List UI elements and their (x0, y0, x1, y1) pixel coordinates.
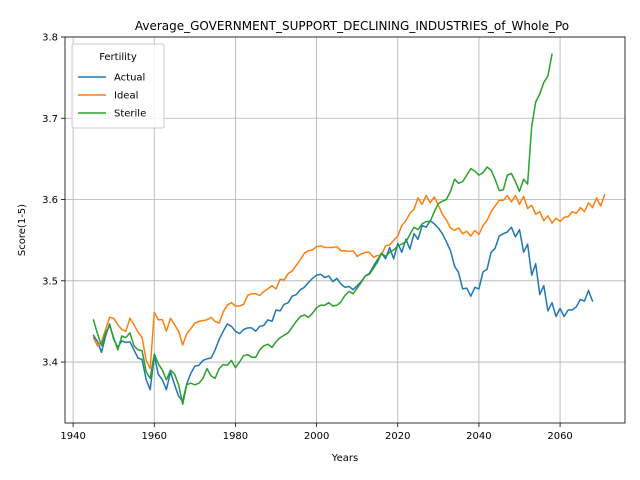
series-line-ideal (92, 193, 606, 370)
y-tick-label: 3.8 (42, 33, 58, 44)
legend-label-ideal: Ideal (114, 91, 138, 102)
legend-label-sterile: Sterile (114, 109, 146, 120)
y-tick-label: 3.5 (42, 276, 58, 287)
x-tick-label: 2020 (385, 431, 410, 442)
y-axis-label: Score(1-5) (17, 204, 28, 256)
legend-label-actual: Actual (114, 73, 145, 84)
legend-title: Fertility (99, 52, 137, 63)
y-tick-label: 3.4 (42, 358, 58, 369)
y-tick-label: 3.7 (42, 114, 58, 125)
x-tick-label: 2060 (547, 431, 572, 442)
x-tick-label: 1960 (142, 431, 167, 442)
chart-title: Average_GOVERNMENT_SUPPORT_DECLINING_IND… (135, 19, 569, 33)
series-line-actual (92, 219, 594, 402)
axis-ticks: 1940 1960 1980 2000 2020 2040 2060 3.4 3.5 3.6 3.7… (42, 33, 573, 443)
y-tick-label: 3.6 (42, 195, 58, 206)
x-tick-label: 1940 (60, 431, 85, 442)
series-line-sterile (92, 53, 553, 406)
legend-box (71, 43, 165, 129)
x-tick-label: 1980 (223, 431, 248, 442)
x-tick-label: 2040 (466, 431, 491, 442)
plot-frame (64, 36, 626, 424)
x-axis-label: Years (331, 453, 358, 464)
x-tick-label: 2000 (304, 431, 329, 442)
legend: Fertility Actual Ideal Sterile (71, 43, 165, 129)
series-lines (92, 53, 606, 406)
